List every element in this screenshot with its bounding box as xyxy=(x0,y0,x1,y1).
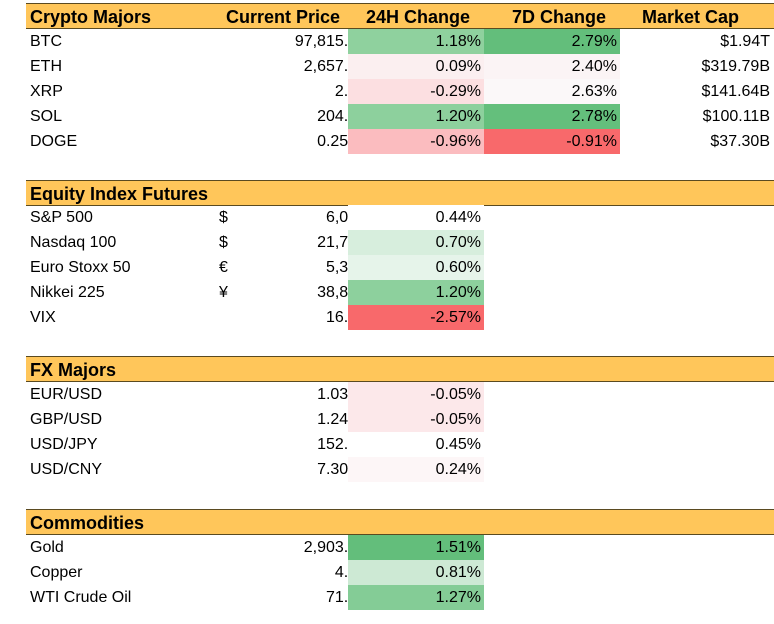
equity-row-nasdaq100: Nasdaq 100 $ 21,742 0.70% xyxy=(26,230,774,255)
asset-name: S&P 500 xyxy=(30,209,93,226)
change-24h-value: -0.05% xyxy=(430,386,481,403)
change-24h-value: 0.81% xyxy=(435,564,481,581)
equity-section-title: Equity Index Futures xyxy=(30,184,209,204)
change-24h-cell: -0.05% xyxy=(348,407,484,432)
asset-name: SOL xyxy=(30,108,63,125)
equity-row-sp500: S&P 500 $ 6,076 0.44% xyxy=(26,205,774,230)
asset-name: Euro Stoxx 50 xyxy=(30,259,131,276)
change-24h-cell: 0.70% xyxy=(348,230,484,255)
asset-name: Nikkei 225 xyxy=(30,284,105,301)
col-header-7d-change: 7D Change xyxy=(512,7,607,27)
change-24h-value: 0.60% xyxy=(435,259,481,276)
fx-row-usdjpy: USD/JPY 152.07 0.45% xyxy=(26,432,774,457)
fx-section-header: FX Majors xyxy=(26,356,774,382)
equity-row-vix: VIX 16.90 -2.57% xyxy=(26,305,774,330)
col-header-market-cap: Market Cap xyxy=(642,7,740,27)
asset-name: EUR/USD xyxy=(30,386,103,403)
asset-name: VIX xyxy=(30,309,56,326)
fx-row-gbpusd: GBP/USD 1.2402 -0.05% xyxy=(26,407,774,432)
change-24h-value: 1.20% xyxy=(435,284,481,301)
change-24h-cell: 0.45% xyxy=(348,432,484,457)
change-7d-value: -0.91% xyxy=(566,133,617,150)
commodities-row-gold: Gold 2,903.60 1.51% xyxy=(26,535,774,560)
asset-name: USD/CNY xyxy=(30,461,103,478)
change-24h-cell: -0.96% xyxy=(348,129,484,154)
col-header-24h-change: 24H Change xyxy=(366,7,471,27)
crypto-section-title: Crypto Majors xyxy=(30,7,152,27)
commodities-row-copper: Copper 4.63 0.81% xyxy=(26,560,774,585)
change-24h-cell: -2.57% xyxy=(348,305,484,330)
change-24h-cell: -0.05% xyxy=(348,382,484,407)
asset-name: BTC xyxy=(30,33,62,50)
change-24h-cell: 1.27% xyxy=(348,585,484,610)
market-cap: $100.11B xyxy=(702,108,770,125)
change-24h-value: 0.70% xyxy=(435,234,481,251)
currency-symbol: $ xyxy=(219,234,228,251)
asset-name: DOGE xyxy=(30,133,78,150)
equity-row-nikkei225: Nikkei 225 ¥ 38,878 1.20% xyxy=(26,280,774,305)
currency-symbol: € xyxy=(219,259,228,276)
asset-name: ETH xyxy=(30,58,62,75)
change-24h-value: -0.96% xyxy=(430,133,481,150)
change-7d-cell: 2.63% xyxy=(484,79,620,104)
asset-name: WTI Crude Oil xyxy=(30,589,132,606)
change-24h-cell: 1.20% xyxy=(348,280,484,305)
change-24h-cell: 0.24% xyxy=(348,457,484,482)
asset-name: USD/JPY xyxy=(30,436,98,453)
crypto-row-doge: DOGE 0.2517 -0.96% -0.91% $37.30B xyxy=(26,129,774,154)
currency-symbol: $ xyxy=(219,209,228,226)
crypto-row-sol: SOL 204.81 1.20% 2.78% $100.11B xyxy=(26,104,774,129)
commodities-section-header: Commodities xyxy=(26,509,774,535)
change-7d-cell: 2.78% xyxy=(484,104,620,129)
asset-name: Copper xyxy=(30,564,83,581)
crypto-row-btc: BTC 97,815.10 1.18% 2.79% $1.94T xyxy=(26,29,774,54)
change-24h-value: 0.44% xyxy=(435,209,481,226)
change-24h-value: -0.29% xyxy=(430,83,481,100)
change-24h-cell: 0.81% xyxy=(348,560,484,585)
commodities-section-title: Commodities xyxy=(30,513,145,533)
market-cap: $37.30B xyxy=(710,133,770,150)
asset-name: Gold xyxy=(30,539,64,556)
commodities-row-wti: WTI Crude Oil 71.90 1.27% xyxy=(26,585,774,610)
change-7d-cell: 2.79% xyxy=(484,29,620,54)
change-24h-value: -2.57% xyxy=(430,309,481,326)
fx-section-title: FX Majors xyxy=(30,360,117,380)
crypto-row-eth: ETH 2,657.15 0.09% 2.40% $319.79B xyxy=(26,54,774,79)
asset-name: GBP/USD xyxy=(30,411,103,428)
market-cap: $141.64B xyxy=(701,83,770,100)
change-24h-cell: 1.51% xyxy=(348,535,484,560)
currency-symbol: ¥ xyxy=(219,284,228,301)
change-24h-value: 1.51% xyxy=(435,539,481,556)
fx-row-usdcny: USD/CNY 7.3047 0.24% xyxy=(26,457,774,482)
change-24h-value: 0.45% xyxy=(435,436,481,453)
change-24h-cell: 1.18% xyxy=(348,29,484,54)
change-24h-cell: 0.60% xyxy=(348,255,484,280)
change-7d-value: 2.40% xyxy=(571,58,617,75)
change-24h-value: -0.05% xyxy=(430,411,481,428)
change-24h-cell: 0.44% xyxy=(348,205,484,230)
asset-name: XRP xyxy=(30,83,63,100)
crypto-section-header: Crypto Majors Current Price 24H Change 7… xyxy=(26,3,774,29)
change-7d-value: 2.79% xyxy=(571,33,617,50)
change-7d-cell: 2.40% xyxy=(484,54,620,79)
market-cap: $1.94T xyxy=(720,33,770,50)
change-24h-cell: 0.09% xyxy=(348,54,484,79)
equity-section-header: Equity Index Futures xyxy=(26,180,774,206)
market-cap: $319.79B xyxy=(701,58,770,75)
asset-name: Nasdaq 100 xyxy=(30,234,117,251)
change-24h-cell: -0.29% xyxy=(348,79,484,104)
col-header-current-price: Current Price xyxy=(226,7,341,27)
change-7d-cell: -0.91% xyxy=(484,129,620,154)
change-24h-value: 0.09% xyxy=(435,58,481,75)
change-7d-value: 2.78% xyxy=(571,108,617,125)
change-24h-value: 0.24% xyxy=(435,461,481,478)
change-24h-value: 1.20% xyxy=(435,108,481,125)
fx-row-eurusd: EUR/USD 1.0321 -0.05% xyxy=(26,382,774,407)
change-24h-cell: 1.20% xyxy=(348,104,484,129)
change-24h-value: 1.18% xyxy=(435,33,481,50)
equity-row-eurostoxx50: Euro Stoxx 50 € 5,358 0.60% xyxy=(26,255,774,280)
change-24h-value: 1.27% xyxy=(435,589,481,606)
crypto-row-xrp: XRP 2.43 -0.29% 2.63% $141.64B xyxy=(26,79,774,104)
change-7d-value: 2.63% xyxy=(571,83,617,100)
